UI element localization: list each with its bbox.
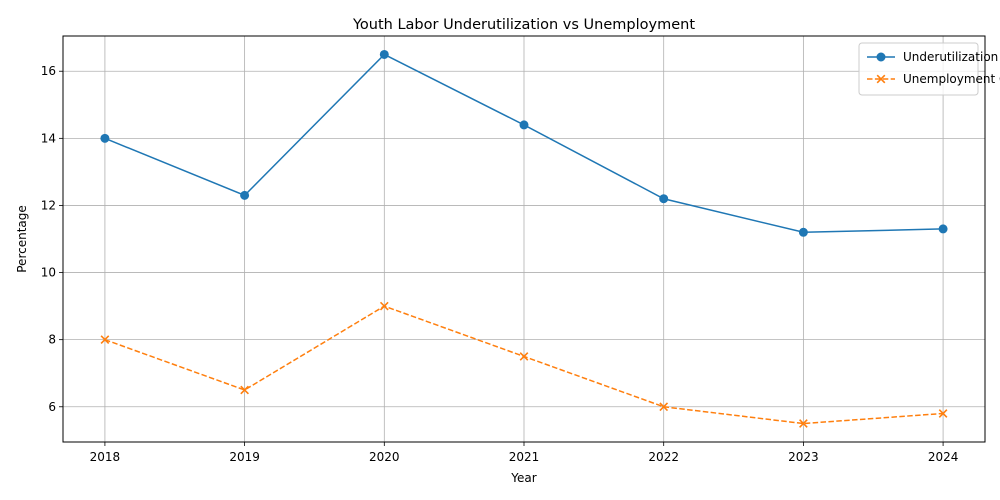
y-tick-label: 14: [41, 131, 56, 145]
data-point: [100, 335, 110, 345]
x-tick-label: 2018: [90, 450, 121, 464]
grid-lines: [63, 36, 985, 442]
data-point: [519, 352, 529, 361]
data-point: [519, 120, 529, 130]
legend-label: Underutilization: [903, 50, 998, 64]
x-tick-label: 2024: [928, 450, 959, 464]
data-point: [799, 419, 808, 428]
data-point: [938, 224, 948, 234]
x-tick-label: 2021: [509, 450, 540, 464]
x-tick-label: 2019: [229, 450, 260, 464]
y-tick-label: 10: [41, 266, 56, 280]
series-layer: [100, 49, 948, 428]
x-tick-label: 2022: [648, 450, 679, 464]
y-axis-label: Percentage: [15, 205, 29, 273]
x-axis-ticks: 2018 2019 2020 2021 2022 2023 2024: [90, 442, 959, 464]
legend-marker: [876, 74, 886, 84]
data-point: [240, 385, 249, 395]
data-point: [240, 190, 250, 200]
data-point: [659, 194, 669, 204]
legend-entry: Unemployment Only: [867, 72, 1000, 86]
legend-box: [858, 42, 979, 96]
x-tick-label: 2023: [788, 450, 819, 464]
data-point: [100, 133, 110, 143]
series-0: [100, 49, 948, 237]
series-1: [100, 301, 948, 428]
x-axis-label: Year: [510, 471, 536, 485]
legend-marker: [876, 52, 886, 62]
y-tick-label: 16: [41, 64, 56, 78]
legend-entry: Underutilization: [867, 50, 998, 64]
data-point: [938, 409, 948, 418]
y-axis-ticks: 6 8 10 12 14 16: [41, 64, 63, 414]
y-tick-label: 12: [41, 198, 56, 212]
y-tick-label: 6: [48, 400, 56, 414]
data-point: [798, 227, 808, 237]
data-point: [379, 49, 389, 59]
x-tick-label: 2020: [369, 450, 400, 464]
legend: Underutilization Unemployment Only: [858, 42, 1000, 96]
legend-label: Unemployment Only: [903, 72, 1000, 86]
chart-title: Youth Labor Underutilization vs Unemploy…: [352, 17, 695, 33]
data-point: [659, 402, 669, 412]
data-point: [379, 301, 389, 311]
y-tick-label: 8: [48, 333, 56, 347]
